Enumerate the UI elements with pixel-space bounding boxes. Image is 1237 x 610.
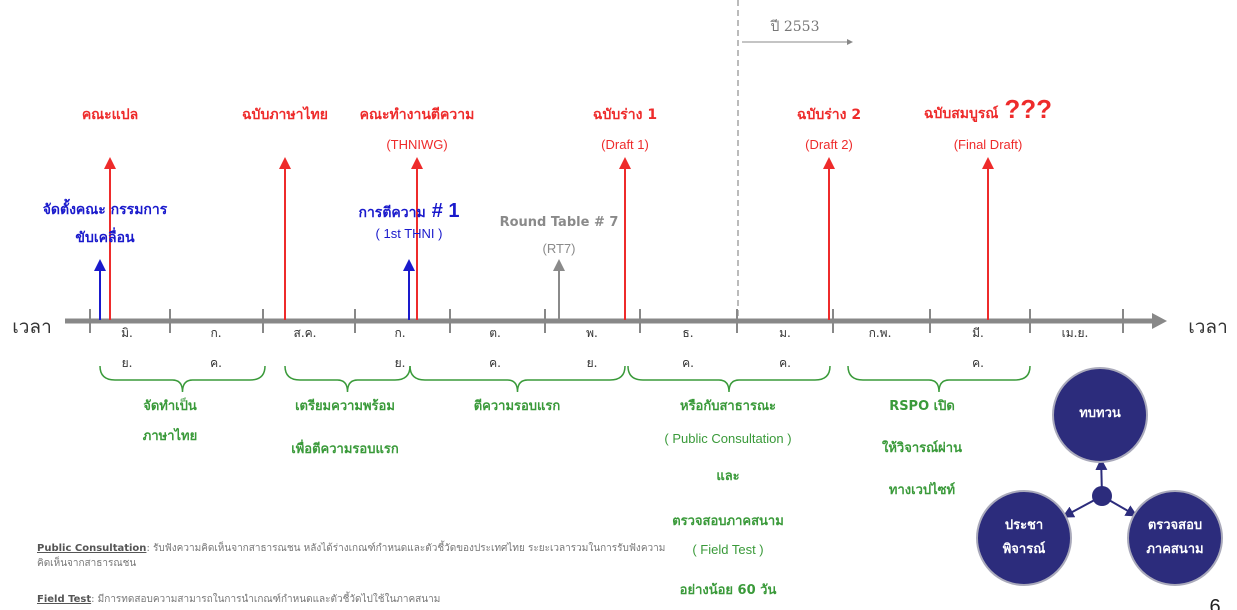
phase-label: เตรียมความพร้อม <box>295 399 395 414</box>
event-title: Round Table # 7 <box>499 215 619 230</box>
phase-label: และ <box>716 469 740 484</box>
cycle-node <box>1052 367 1148 463</box>
phase-label: ( Field Test ) <box>692 542 764 557</box>
month-label: ค. <box>779 356 791 370</box>
phase-brace <box>627 365 831 393</box>
month-label: ค. <box>489 356 501 370</box>
year-label: ปี 2553 <box>770 19 820 35</box>
event-subtitle: (Draft 1) <box>601 137 649 152</box>
event-title: ฉบับสมบูรณ์??? <box>924 96 1052 122</box>
event-subtitle: ( 1st THNI ) <box>375 226 443 241</box>
cycle-label: พิจารณ์ <box>1002 542 1046 557</box>
month-label: มิ. <box>121 326 133 340</box>
month-label: ค. <box>682 356 694 370</box>
phase-label: ทางเวปไซท์ <box>888 483 956 498</box>
month-label: ย. <box>586 356 598 370</box>
axis-label: เวลา <box>12 316 52 338</box>
footnote: Field Test: มีการทดสอบความสามารถในการนำเ… <box>37 592 667 607</box>
cycle-label: ตรวจสอบ <box>1147 518 1203 533</box>
event-subtitle: (Draft 2) <box>805 137 853 152</box>
phase-label: อย่างน้อย 60 วัน <box>679 583 777 598</box>
cycle-label: ประชา <box>1004 518 1044 533</box>
phase-brace <box>284 365 411 393</box>
month-label: มี. <box>972 326 984 340</box>
phase-label: ให้วิจารณ์ผ่าน <box>882 441 962 456</box>
phase-label: ( Public Consultation ) <box>664 431 792 446</box>
month-label: ก. <box>394 326 406 340</box>
footnote-text: : รับฟังความคิดเห็นจากสาธารณชน หลังได้ร่… <box>37 543 666 569</box>
event-title: คณะแปล <box>81 107 139 123</box>
event-title: ฉบับภาษาไทย <box>242 107 328 123</box>
phase-label: ภาษาไทย <box>142 429 198 444</box>
axis-arrowhead <box>1152 313 1167 329</box>
phase-label: จัดทำเป็น <box>143 399 197 414</box>
cycle-node <box>976 490 1072 586</box>
event-subtitle: (THNIWG) <box>386 137 448 152</box>
footnote-term: Field Test <box>37 594 92 605</box>
event-emphasis: ??? <box>1004 94 1053 124</box>
event-subtitle: (Final Draft) <box>953 137 1023 152</box>
phase-label: เพื่อตีความรอบแรก <box>291 442 399 457</box>
month-label: ย. <box>394 356 406 370</box>
event-label: ขับเคลื่อน <box>75 230 135 246</box>
event-title-text: การตีความ <box>358 205 426 221</box>
event-title: คณะทำงานตีความ <box>359 107 475 123</box>
month-label: ม. <box>779 326 791 340</box>
month-label: ก. <box>210 326 222 340</box>
event-title: ฉบับร่าง 1 <box>592 107 658 123</box>
phase-label: RSPO เปิด <box>889 399 955 414</box>
event-title: การตีความ # 1 <box>358 201 459 221</box>
footnote: Public Consultation: รับฟังความคิดเห็นจา… <box>37 541 667 571</box>
month-label: เม.ย. <box>1061 326 1089 340</box>
phase-label: หรือกับสาธารณะ <box>680 399 776 414</box>
month-label: ย. <box>121 356 133 370</box>
footnote-term: Public Consultation <box>37 543 147 554</box>
month-label: ก.พ. <box>868 326 892 340</box>
month-label: พ. <box>586 326 598 340</box>
month-label: ส.ค. <box>293 326 317 340</box>
event-emphasis: # 1 <box>431 200 460 222</box>
page-number: 6 <box>1209 596 1221 610</box>
month-label: ค. <box>210 356 222 370</box>
cycle-label: ภาคสนาม <box>1146 542 1204 557</box>
phase-brace <box>847 365 1031 393</box>
month-label: ค. <box>972 356 984 370</box>
event-title-text: ฉบับสมบูรณ์ <box>923 106 999 122</box>
month-label: ธ. <box>682 326 694 340</box>
event-title: ฉบับร่าง 2 <box>796 107 862 123</box>
cycle-label: ทบทวน <box>1079 406 1121 421</box>
phase-brace <box>409 365 626 393</box>
phase-label: ตีความรอบแรก <box>473 399 561 414</box>
phase-brace <box>99 365 266 393</box>
cycle-node <box>1127 490 1223 586</box>
event-subtitle: (RT7) <box>542 241 576 256</box>
footnote-text: : มีการทดสอบความสามารถในการนำเกณฑ์กำหนดแ… <box>91 594 441 605</box>
axis-label: เวลา <box>1188 316 1228 338</box>
month-label: ต. <box>489 326 501 340</box>
phase-label: ตรวจสอบภาคสนาม <box>672 514 784 529</box>
cycle-hub <box>1092 486 1112 506</box>
event-label: จัดตั้งคณะ กรรมการ <box>42 202 168 218</box>
